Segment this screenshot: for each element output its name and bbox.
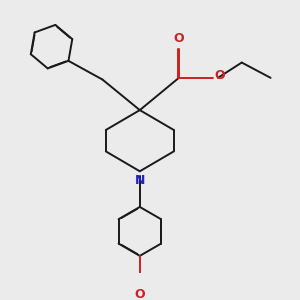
Text: O: O xyxy=(174,32,184,45)
Text: O: O xyxy=(214,69,225,82)
Text: N: N xyxy=(135,174,145,187)
Text: O: O xyxy=(134,288,145,300)
